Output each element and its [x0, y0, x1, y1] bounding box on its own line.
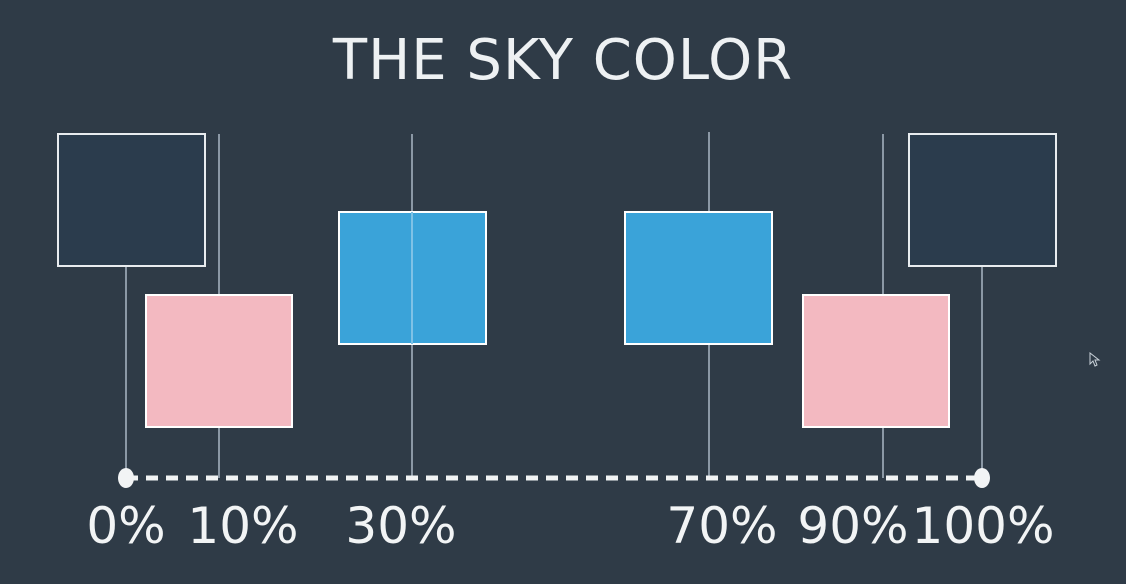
swatch-night-left	[57, 133, 206, 267]
axis-end-dot	[974, 468, 990, 488]
stop-label-70: 70%	[666, 497, 778, 555]
swatch-pink-right	[802, 294, 950, 428]
axis-start-dot	[118, 468, 134, 488]
mouse-cursor-icon	[1089, 352, 1101, 367]
swatch-pink-left	[145, 294, 293, 428]
slide-title: THE SKY COLOR	[332, 28, 794, 93]
swatch-night-right	[908, 133, 1057, 267]
stop-label-30: 30%	[345, 497, 457, 555]
swatch-blue-right	[624, 211, 773, 345]
stop-label-10: 10%	[187, 497, 299, 555]
stop-label-90: 90%	[797, 497, 909, 555]
stop-label-100: 100%	[911, 497, 1055, 555]
stop-label-0: 0%	[86, 497, 166, 555]
